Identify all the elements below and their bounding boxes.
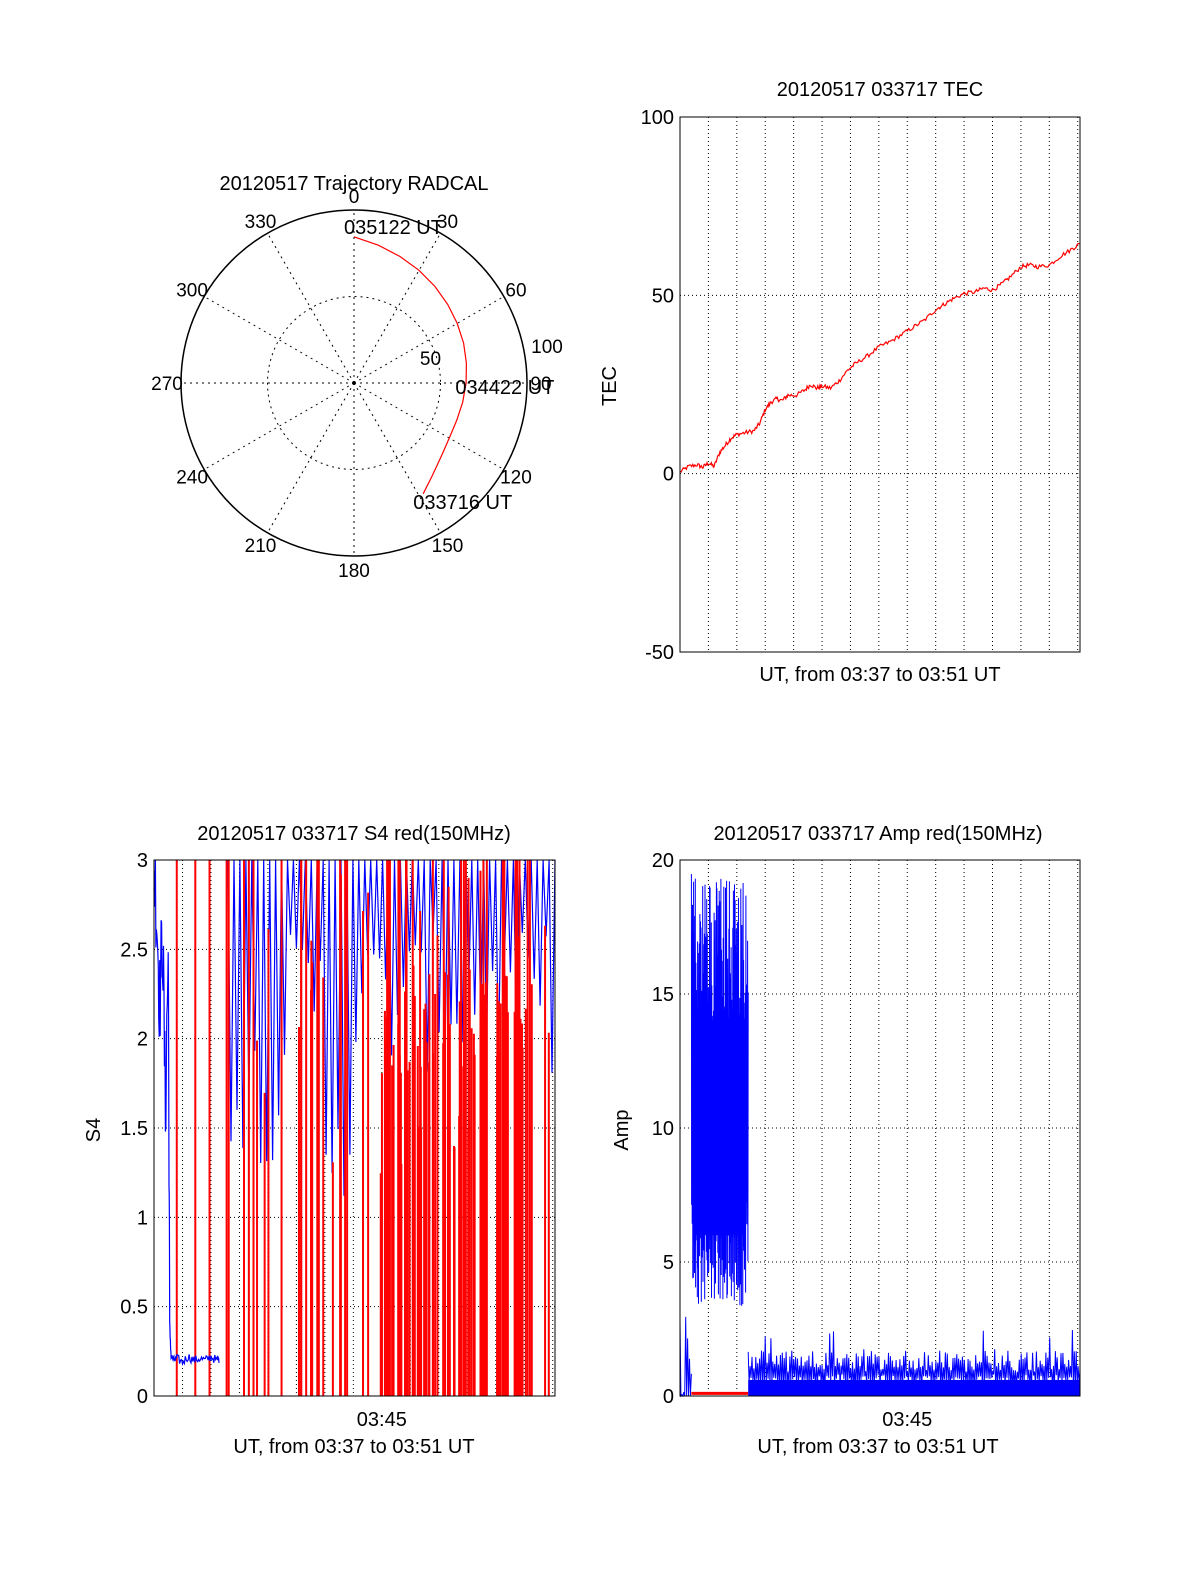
y-tick-label: -50 [645, 642, 674, 664]
polar-spoke-30 [353, 232, 441, 384]
y-tick-label: 0 [137, 1386, 148, 1408]
amp-series [679, 873, 1081, 1398]
tec-ylabel: TEC [599, 366, 621, 406]
trajectory-series [353, 236, 468, 495]
polar-spoke-120 [353, 382, 505, 470]
s4-initial-line [153, 859, 220, 1367]
y-tick-label: 3 [137, 850, 148, 872]
polar-angle-label: 0 [349, 187, 360, 208]
polar-angle-label: 60 [505, 281, 526, 302]
polar-angle-label: 270 [151, 374, 183, 395]
trajectory-title: 20120517 Trajectory RADCAL [219, 173, 488, 195]
polar-inner-circle [267, 296, 441, 470]
polar-radial-label: 50 [420, 349, 441, 370]
y-tick-label: 15 [652, 984, 674, 1006]
tec-title: 20120517 033717 TEC [777, 79, 983, 101]
amp-ylabel: Amp [611, 1109, 633, 1150]
polar-radial-label: 100 [531, 337, 563, 358]
amp-ticks: 0 5 10 15 20 03:45 [652, 850, 933, 1431]
y-tick-label: 100 [641, 107, 674, 129]
y-tick-label: 1.5 [120, 1118, 148, 1140]
trajectory-time-label: 035122 UT [344, 217, 443, 239]
y-tick-label: 0.5 [120, 1297, 148, 1319]
s4-plot: 20120517 033717 S4 red(150MHz) UT, from … [83, 823, 556, 1458]
tec-xlabel: UT, from 03:37 to 03:51 UT [759, 664, 1000, 686]
polar-angle-label: 150 [432, 536, 464, 557]
amp-xlabel: UT, from 03:37 to 03:51 UT [757, 1436, 998, 1458]
trajectory-polar-plot: 20120517 Trajectory RADCAL 0 30 60 90 120 150… [151, 173, 563, 582]
y-tick-label: 2 [137, 1029, 148, 1051]
polar-angle-label: 240 [176, 468, 208, 489]
trajectory-line [353, 236, 468, 495]
amp-blue-burst [747, 1329, 1081, 1388]
tec-frame [679, 116, 1081, 653]
s4-xlabel: UT, from 03:37 to 03:51 UT [233, 1436, 474, 1458]
polar-spoke-60 [353, 296, 505, 384]
y-tick-label: 0 [663, 1386, 674, 1408]
s4-frame [153, 859, 556, 1397]
polar-spoke-330 [267, 232, 355, 384]
y-tick-label: 2.5 [120, 939, 148, 961]
s4-ylabel: S4 [83, 1118, 105, 1142]
tec-grid [680, 117, 1080, 652]
amp-blue-band [748, 1379, 1080, 1396]
y-tick-label: 0 [663, 464, 674, 486]
polar-spoke-240 [203, 382, 355, 470]
y-tick-label: 10 [652, 1118, 674, 1140]
tec-line [679, 243, 1080, 473]
s4-series [153, 859, 556, 1396]
tec-series [679, 243, 1080, 473]
y-tick-label: 1 [137, 1207, 148, 1229]
amp-frame [679, 859, 1081, 1397]
polar-angle-labels: 0 30 60 90 120 150 180 210 240 270 300 330 50 100 [151, 187, 563, 582]
trajectory-time-label: 033716 UT [413, 492, 512, 514]
polar-spoke-210 [267, 382, 355, 534]
polar-spoke-300 [203, 296, 355, 384]
polar-angle-label: 30 [437, 212, 458, 233]
x-tick-label: 03:45 [882, 1409, 932, 1431]
polar-grid [180, 209, 528, 557]
y-tick-label: 5 [663, 1252, 674, 1274]
s4-ticks: 0 0.5 1 1.5 2 2.5 3 03:45 [120, 850, 407, 1431]
polar-outer-circle [180, 209, 528, 557]
s4-title: 20120517 033717 S4 red(150MHz) [197, 823, 511, 845]
y-tick-label: 50 [652, 285, 674, 307]
polar-angle-label: 210 [245, 536, 277, 557]
polar-angle-label: 180 [338, 561, 370, 582]
amp-blue-burst [679, 1316, 692, 1398]
trajectory-time-label: 034422 UT [455, 377, 554, 399]
polar-angle-label: 330 [245, 212, 277, 233]
amp-blue-core [695, 1020, 746, 1236]
tec-plot: 20120517 033717 TEC UT, from 03:37 to 03… [599, 79, 1081, 686]
polar-angle-label: 120 [500, 468, 532, 489]
y-tick-label: 20 [652, 850, 674, 872]
x-tick-label: 03:45 [357, 1409, 407, 1431]
amp-title: 20120517 033717 Amp red(150MHz) [713, 823, 1042, 845]
tec-ticks: -50 0 50 100 [641, 107, 674, 664]
polar-angle-label: 90 [530, 374, 551, 395]
trajectory-annotations: 035122 UT 034422 UT 033716 UT [344, 217, 554, 514]
polar-angle-label: 300 [176, 281, 208, 302]
amp-plot: 20120517 033717 Amp red(150MHz) UT, from… [611, 823, 1081, 1458]
polar-spoke-150 [353, 382, 441, 534]
